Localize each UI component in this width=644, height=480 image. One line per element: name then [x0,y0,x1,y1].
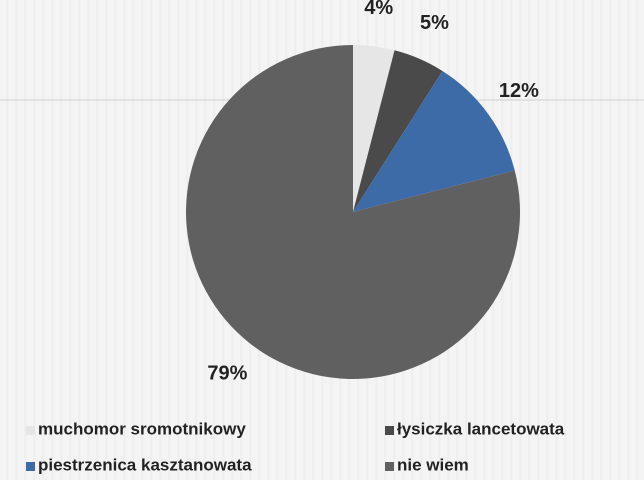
data-label: 79% [207,362,247,384]
legend-marker [385,462,394,471]
legend-marker [385,426,394,435]
legend-label: łysiczka lancetowata [397,419,565,438]
legend-label: piestrzenica kasztanowata [38,455,252,474]
legend-label: nie wiem [397,455,469,474]
pie-slice [353,70,515,212]
legend-marker [26,462,35,471]
data-label: 4% [364,0,393,19]
pie-slice [186,45,521,379]
legend-label: muchomor sromotnikowy [38,419,246,438]
pie-slice [353,45,395,212]
data-label: 5% [420,12,449,34]
pie-slice [353,50,443,212]
legend-marker [26,426,35,435]
data-label: 12% [499,80,539,102]
